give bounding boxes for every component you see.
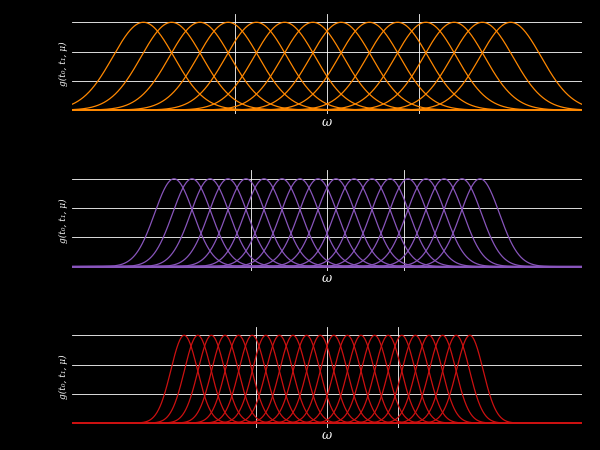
X-axis label: ω: ω <box>322 272 332 285</box>
Y-axis label: g(t₀, t₁, μ): g(t₀, t₁, μ) <box>59 355 68 399</box>
X-axis label: ω: ω <box>322 116 332 129</box>
Y-axis label: g(t₀, t₁, μ): g(t₀, t₁, μ) <box>59 198 68 243</box>
X-axis label: ω: ω <box>322 429 332 442</box>
Y-axis label: g(t₀, t₁, μ): g(t₀, t₁, μ) <box>59 42 68 86</box>
